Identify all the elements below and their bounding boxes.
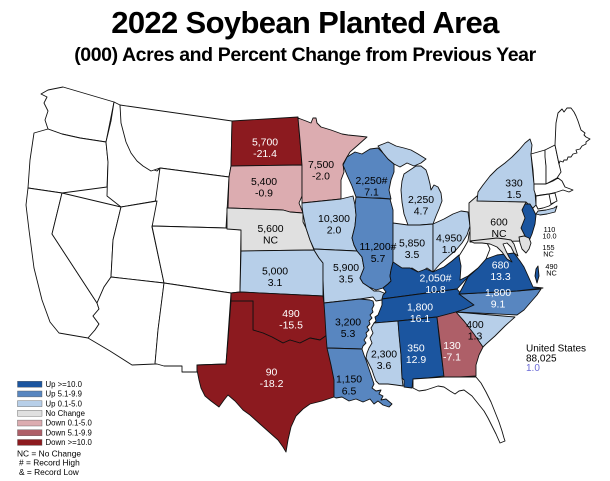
svg-text:5.3: 5.3 xyxy=(341,329,356,340)
svg-text:3.5: 3.5 xyxy=(339,275,354,286)
svg-text:5,850: 5,850 xyxy=(399,239,425,250)
svg-text:-2.0: -2.0 xyxy=(312,172,330,183)
svg-text:Down 0.1-5.0: Down 0.1-5.0 xyxy=(46,419,93,428)
svg-text:# = Record High: # = Record High xyxy=(19,458,80,468)
svg-text:90: 90 xyxy=(266,368,278,379)
svg-text:NC: NC xyxy=(546,269,557,278)
svg-text:330: 330 xyxy=(505,178,523,189)
svg-text:2.0: 2.0 xyxy=(327,226,342,237)
svg-text:680: 680 xyxy=(492,260,510,271)
svg-text:2,250#: 2,250# xyxy=(356,176,388,187)
svg-text:4,950: 4,950 xyxy=(436,234,462,245)
svg-text:-21.4: -21.4 xyxy=(253,149,277,160)
svg-text:Down >=10.0: Down >=10.0 xyxy=(46,438,93,447)
svg-text:1,150: 1,150 xyxy=(336,375,362,386)
svg-text:-18.2: -18.2 xyxy=(260,379,284,390)
svg-text:7.1: 7.1 xyxy=(364,188,379,199)
svg-text:2,050#: 2,050# xyxy=(420,274,452,285)
svg-text:11,200#: 11,200# xyxy=(360,242,397,253)
svg-text:10.8: 10.8 xyxy=(425,285,446,296)
svg-text:1,800: 1,800 xyxy=(485,288,511,299)
svg-text:16.1: 16.1 xyxy=(410,314,431,325)
svg-text:-15.5: -15.5 xyxy=(279,321,303,332)
svg-text:Up 5.1-9.9: Up 5.1-9.9 xyxy=(46,390,82,399)
svg-text:3.5: 3.5 xyxy=(405,250,420,261)
svg-text:13.3: 13.3 xyxy=(490,272,511,283)
svg-text:130: 130 xyxy=(443,341,461,352)
svg-text:88,025: 88,025 xyxy=(526,353,557,364)
svg-text:7,500: 7,500 xyxy=(308,160,334,171)
svg-text:5.7: 5.7 xyxy=(371,254,386,265)
svg-text:10.0: 10.0 xyxy=(542,232,556,241)
svg-text:1.0: 1.0 xyxy=(442,245,457,256)
svg-text:-0.9: -0.9 xyxy=(255,189,273,200)
svg-text:5,000: 5,000 xyxy=(262,267,288,278)
svg-text:3.6: 3.6 xyxy=(377,361,392,372)
svg-text:No Change: No Change xyxy=(46,409,85,418)
svg-text:1.3: 1.3 xyxy=(468,332,483,343)
svg-text:NC: NC xyxy=(543,250,554,259)
svg-text:3,200: 3,200 xyxy=(335,318,361,329)
svg-text:-7.1: -7.1 xyxy=(443,353,461,364)
svg-text:490: 490 xyxy=(545,262,557,271)
svg-text:NC = No Change: NC = No Change xyxy=(17,449,81,459)
svg-text:5,700: 5,700 xyxy=(252,138,278,149)
svg-text:1.0: 1.0 xyxy=(526,363,540,374)
svg-text:1.5: 1.5 xyxy=(507,190,522,201)
svg-text:NC: NC xyxy=(263,236,279,247)
svg-text:350: 350 xyxy=(407,343,425,354)
svg-text:490: 490 xyxy=(282,309,300,320)
svg-text:2,250: 2,250 xyxy=(408,195,434,206)
svg-text:1,800: 1,800 xyxy=(407,302,433,313)
svg-text:10,300: 10,300 xyxy=(318,214,350,225)
svg-text:155: 155 xyxy=(542,243,554,252)
svg-text:400: 400 xyxy=(466,320,484,331)
svg-text:9.1: 9.1 xyxy=(491,300,506,311)
svg-text:6.5: 6.5 xyxy=(342,386,357,397)
svg-text:Up >=10.0: Up >=10.0 xyxy=(46,380,83,389)
svg-text:600: 600 xyxy=(490,218,508,229)
svg-text:5,900: 5,900 xyxy=(333,263,359,274)
svg-text:5,400: 5,400 xyxy=(251,177,277,188)
svg-text:3.1: 3.1 xyxy=(268,278,283,289)
svg-text:110: 110 xyxy=(544,225,556,234)
svg-text:2,300: 2,300 xyxy=(371,350,397,361)
svg-text:12.9: 12.9 xyxy=(406,355,427,366)
svg-text:NC: NC xyxy=(491,229,507,240)
svg-text:United States: United States xyxy=(526,344,586,355)
svg-text:5,600: 5,600 xyxy=(257,224,283,235)
svg-text:Up 0.1-5.0: Up 0.1-5.0 xyxy=(46,399,83,408)
svg-text:Down 5.1-9.9: Down 5.1-9.9 xyxy=(46,428,92,437)
svg-text:4.7: 4.7 xyxy=(414,207,429,218)
svg-text:& = Record Low: & = Record Low xyxy=(19,467,80,477)
